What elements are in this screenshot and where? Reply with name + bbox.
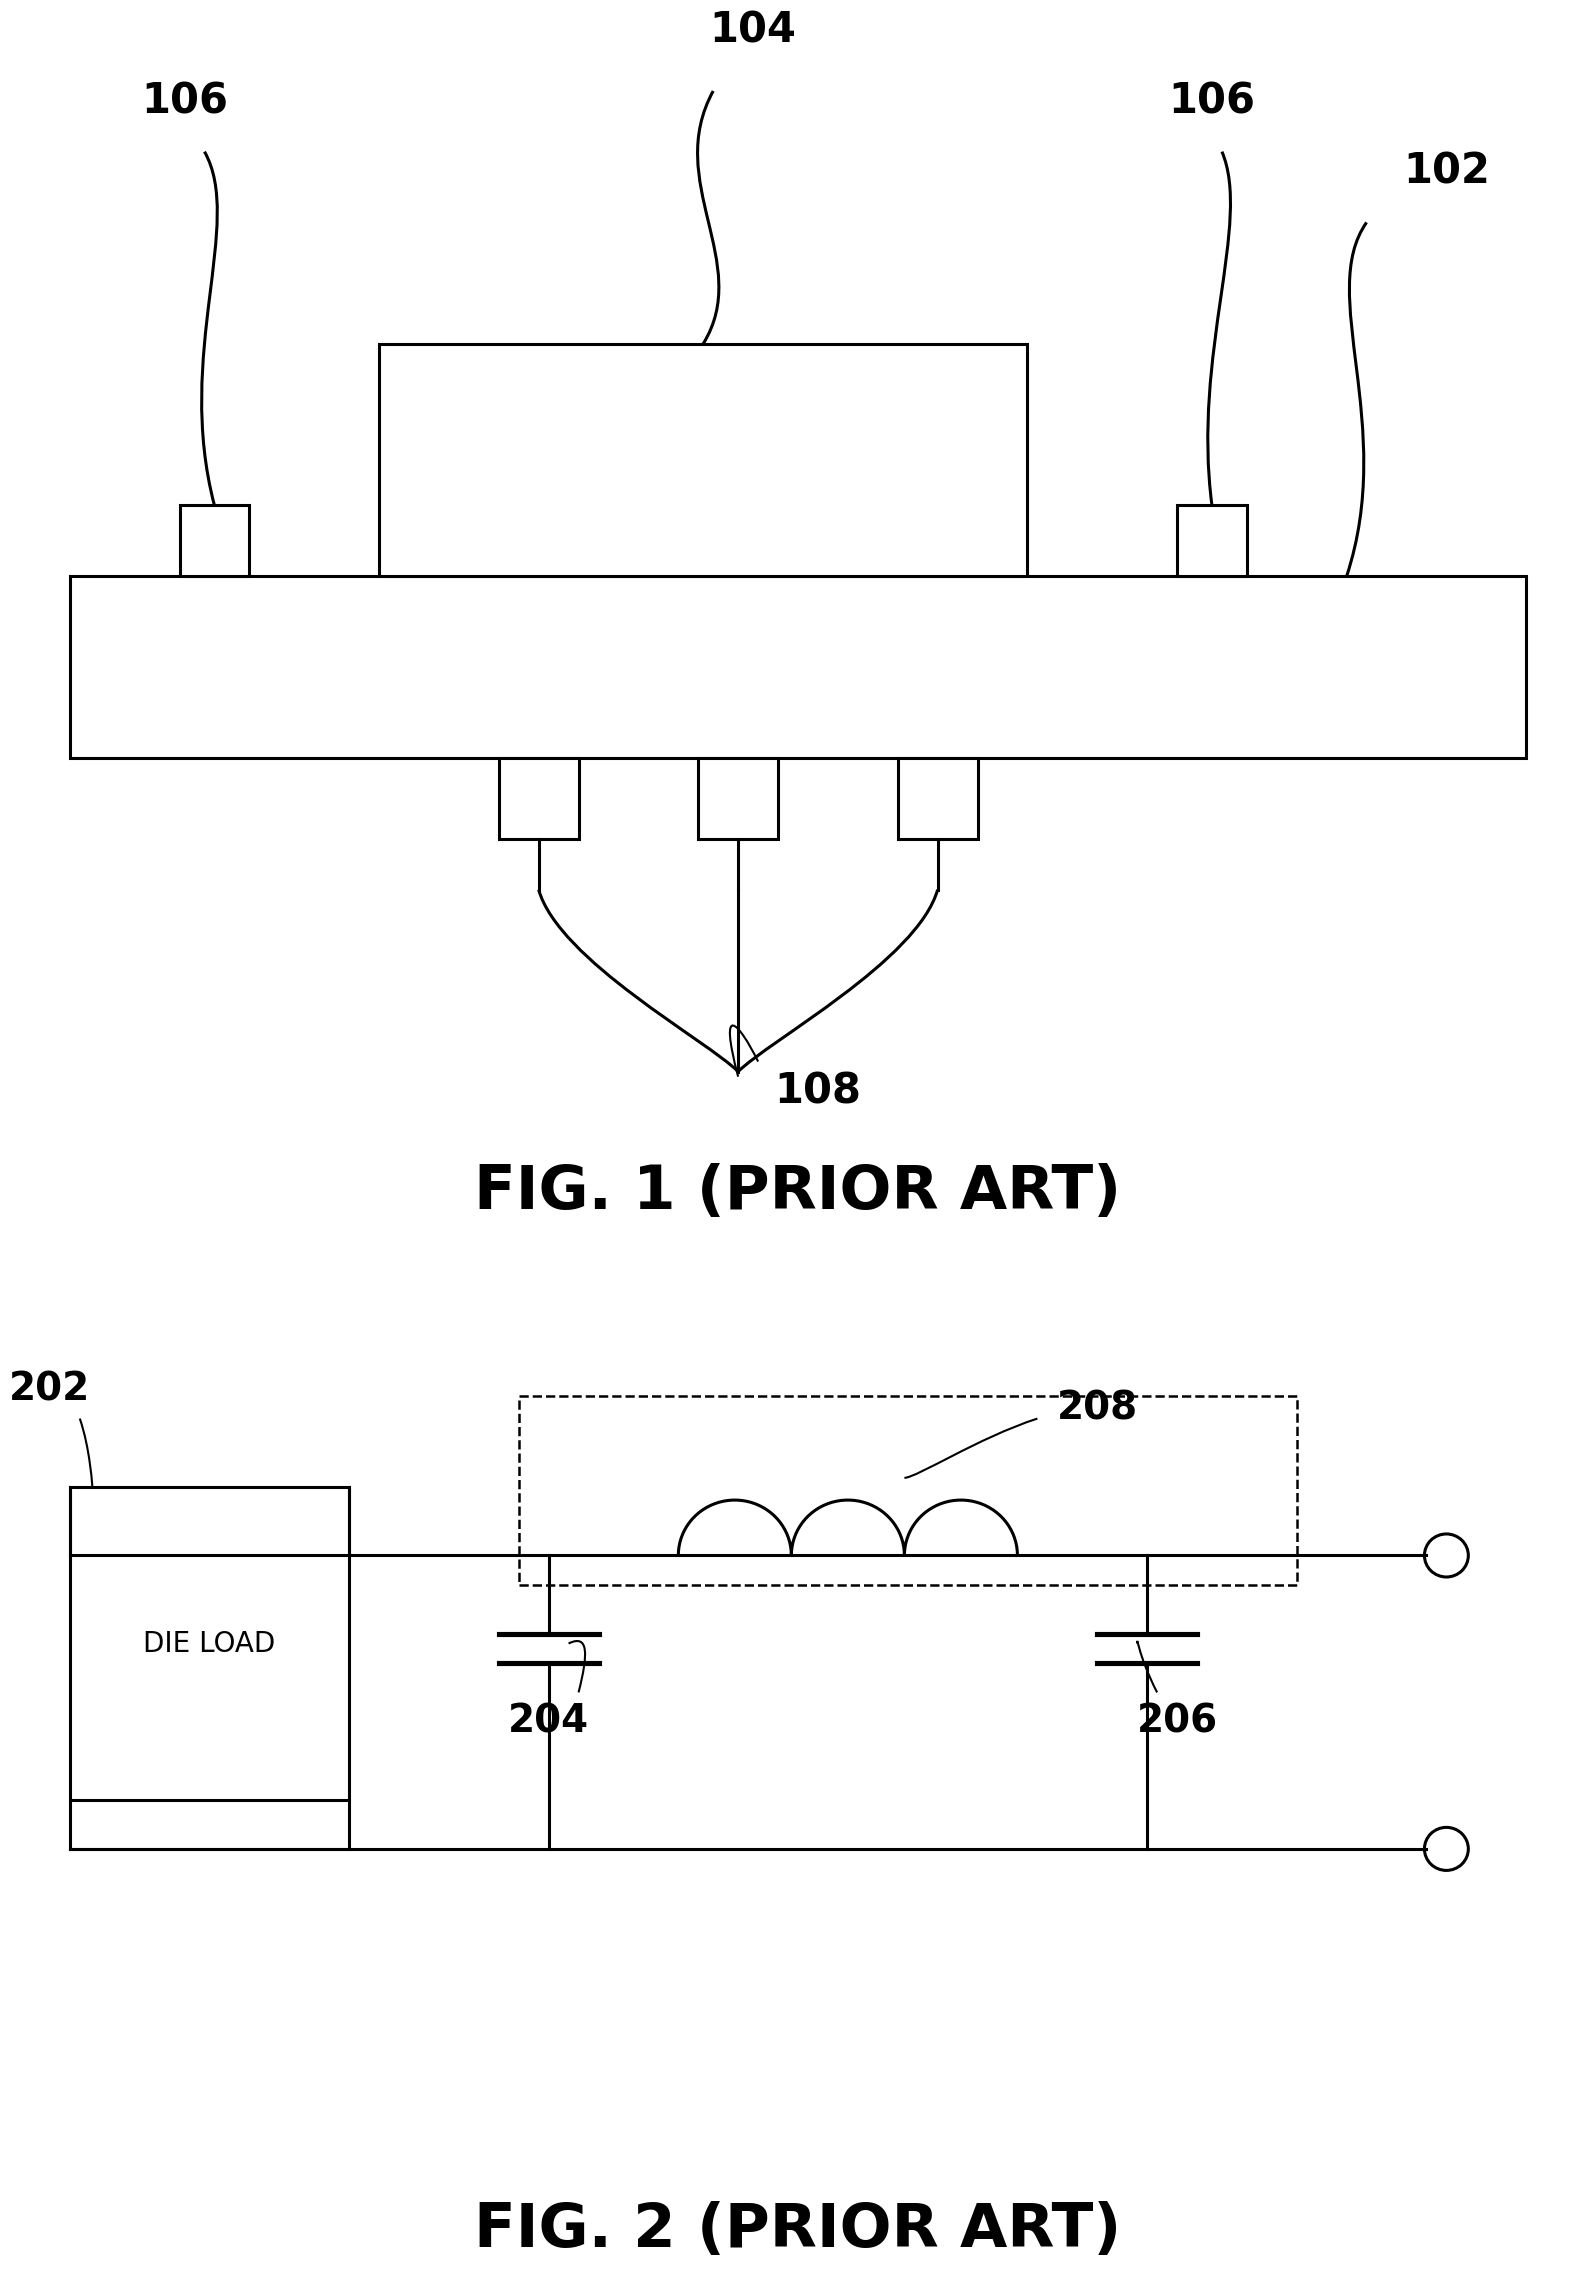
Text: 208: 208 (1057, 1389, 1138, 1428)
Text: FIG. 2 (PRIOR ART): FIG. 2 (PRIOR ART) (474, 2200, 1122, 2259)
Bar (70, 1488, 350, 1799)
Bar (179, 506, 249, 577)
Text: FIG. 1 (PRIOR ART): FIG. 1 (PRIOR ART) (474, 1163, 1122, 1222)
Text: 108: 108 (774, 1071, 862, 1112)
Text: 206: 206 (1136, 1703, 1218, 1740)
Text: 102: 102 (1403, 151, 1489, 192)
Text: 204: 204 (508, 1703, 589, 1740)
Text: 106: 106 (140, 80, 228, 121)
Bar (498, 758, 578, 840)
Bar (70, 577, 1526, 758)
Text: 106: 106 (1168, 80, 1256, 121)
Bar (699, 758, 777, 840)
Bar (1178, 506, 1246, 577)
Bar (378, 343, 1028, 577)
Bar (519, 1396, 1296, 1584)
Text: DIE LOAD: DIE LOAD (144, 1630, 276, 1657)
Text: 202: 202 (10, 1371, 91, 1408)
Bar (897, 758, 977, 840)
Text: 104: 104 (710, 9, 796, 50)
